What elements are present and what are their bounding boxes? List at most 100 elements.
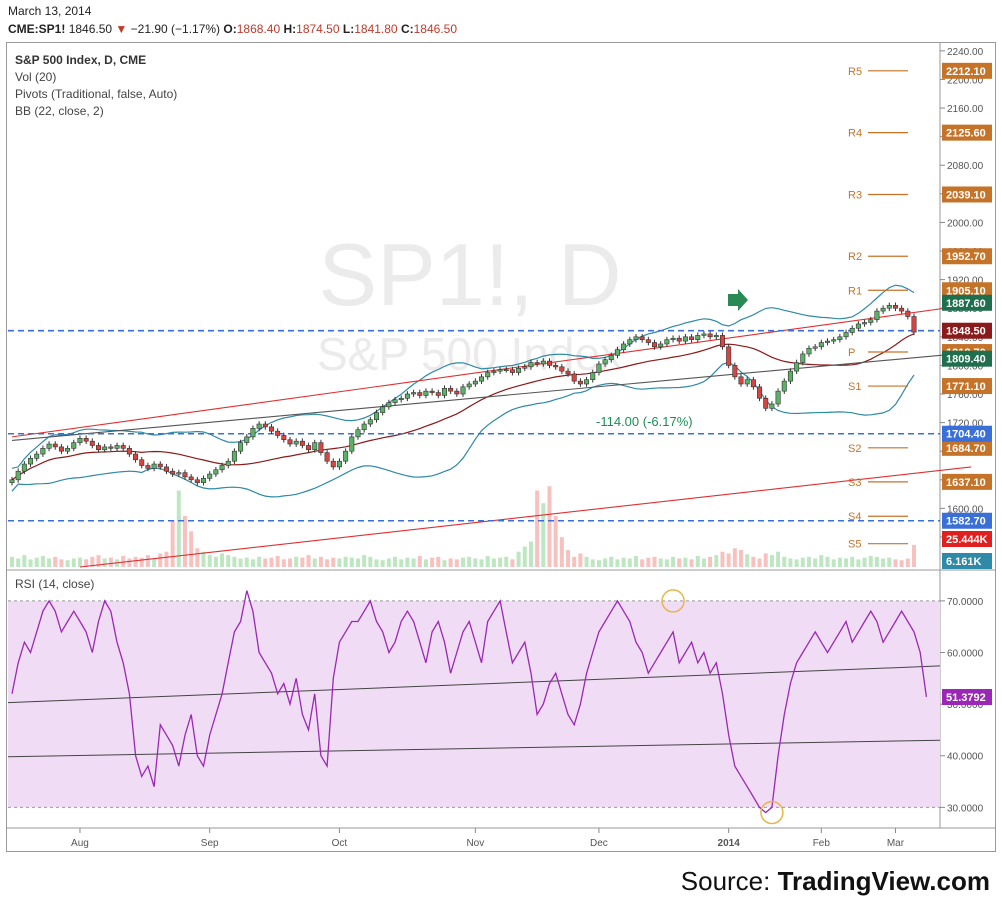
volume-bar <box>47 558 52 567</box>
candle-body <box>58 446 64 452</box>
volume-bar <box>448 558 453 567</box>
y-tick-label: 1800.00 <box>947 361 984 372</box>
volume-bar <box>102 558 107 567</box>
volume-bar <box>498 557 503 567</box>
price-marker-box <box>942 425 992 442</box>
volume-bar <box>590 559 595 567</box>
volume-bar <box>133 556 138 567</box>
volume-bar <box>226 555 231 567</box>
candle-body <box>170 470 176 475</box>
candle-body <box>163 466 169 472</box>
candle-body <box>911 316 917 333</box>
volume-bar <box>269 557 274 567</box>
volume-bar <box>572 556 577 567</box>
volume-average-label: 6.161K <box>946 556 982 568</box>
volume-bar <box>559 537 564 567</box>
chart-frame[interactable] <box>6 42 996 852</box>
trend-channel-lower <box>79 466 972 568</box>
candle-body <box>89 440 95 446</box>
candle-body <box>701 333 707 336</box>
volume-bar <box>263 558 268 567</box>
candle-body <box>695 335 701 340</box>
indicator-pivots[interactable]: Pivots (Traditional, false, Auto) <box>15 87 178 101</box>
y-tick-label: 1600.00 <box>947 504 984 515</box>
volume-bar <box>380 560 385 567</box>
high-label: H: <box>283 22 297 36</box>
candle-body <box>21 463 27 472</box>
volume-bar <box>343 556 348 567</box>
indicator-title[interactable]: S&P 500 Index, D, CME <box>15 53 147 67</box>
low-value: 1841.80 <box>354 22 398 36</box>
candle-body <box>806 347 812 355</box>
candle-body <box>151 463 157 469</box>
bollinger-basis <box>11 333 915 481</box>
candle-body <box>503 369 509 371</box>
candle-body <box>689 336 695 340</box>
candle-body <box>83 438 89 442</box>
candle-body <box>176 472 182 475</box>
y-tick-label: 1760.00 <box>947 390 984 401</box>
candle-body <box>602 359 608 365</box>
candle-body <box>726 346 732 366</box>
volume-bar <box>393 556 398 567</box>
candle-body <box>77 438 83 443</box>
pivot-value-label: 1905.10 <box>946 285 986 297</box>
candle-body <box>306 445 312 451</box>
candle-body <box>577 380 583 385</box>
candle-body <box>268 426 274 432</box>
pivot-value-label: 1952.70 <box>946 251 986 263</box>
trend-mid-line <box>11 351 972 442</box>
volume-bar <box>473 558 478 567</box>
volume-bar <box>325 559 330 567</box>
y-tick-label: 1720.00 <box>947 419 984 430</box>
last-price: 1846.50 <box>68 22 113 36</box>
rsi-line <box>11 590 928 814</box>
candle-body <box>546 360 552 366</box>
candle-body <box>361 423 367 431</box>
candle-body <box>800 353 806 363</box>
volume-bar <box>887 557 892 567</box>
indicator-vol[interactable]: Vol (20) <box>15 70 57 84</box>
symbol[interactable]: CME:SP1! <box>8 22 66 36</box>
pivot-value-box <box>942 124 992 141</box>
candle-body <box>571 373 577 382</box>
candle-body <box>713 335 719 338</box>
candle-body <box>485 372 491 378</box>
candle-body <box>664 339 670 345</box>
rsi-trend-line <box>7 739 941 758</box>
rsi-tick-label: 60.0000 <box>947 649 984 660</box>
measure-label: -114.00 (-6.17%) <box>596 414 693 429</box>
source-credit: Source: TradingView.com <box>681 866 990 897</box>
candle-body <box>540 360 546 365</box>
candle-body <box>843 332 849 338</box>
volume-bar <box>331 557 336 567</box>
price-marker-box <box>942 350 992 367</box>
candle-body <box>213 469 219 475</box>
candle-body <box>52 443 58 448</box>
indicator-rsi[interactable]: RSI (14, close) <box>15 577 95 591</box>
volume-bar <box>677 558 682 567</box>
low-label: L: <box>342 22 355 36</box>
volume-bar <box>96 555 101 567</box>
candle-body <box>404 393 410 399</box>
volume-bar <box>621 557 626 567</box>
candle-body <box>126 448 132 455</box>
candle-body <box>565 370 571 375</box>
volume-bar <box>584 556 589 567</box>
volume-bar <box>844 558 849 567</box>
indicator-bb[interactable]: BB (22, close, 2) <box>15 104 104 118</box>
x-tick-label: Oct <box>332 838 348 849</box>
candle-body <box>775 390 781 405</box>
pivot-name: R2 <box>848 251 862 263</box>
candle-body <box>133 453 139 461</box>
candle-body <box>318 442 324 453</box>
volume-bar <box>664 559 669 567</box>
volume-bar <box>516 551 521 567</box>
volume-bar <box>281 559 286 567</box>
volume-bar <box>732 548 737 567</box>
candle-body <box>868 319 874 323</box>
pivot-value-box <box>942 186 992 203</box>
candle-body <box>380 406 386 413</box>
volume-bar <box>152 558 157 567</box>
